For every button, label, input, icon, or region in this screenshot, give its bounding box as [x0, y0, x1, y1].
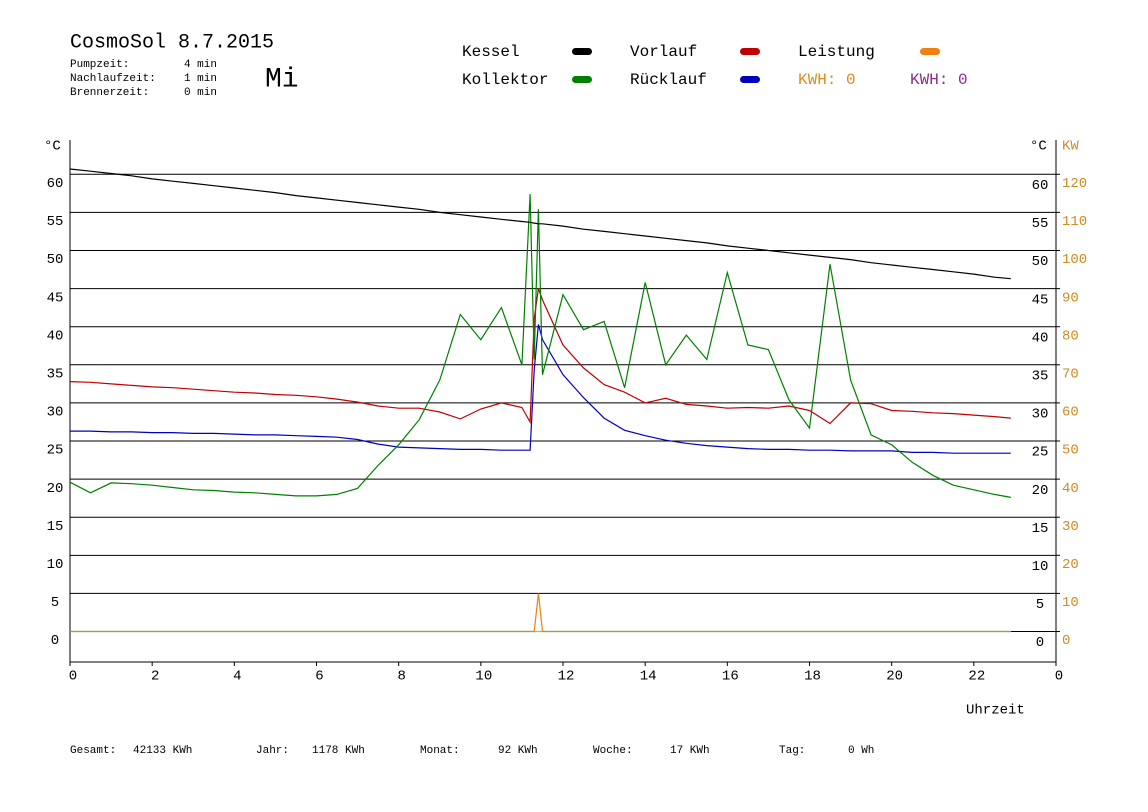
- x-tick-label: 14: [640, 669, 657, 685]
- y-tick-label: 0: [51, 633, 59, 649]
- legend-label: Vorlauf: [630, 43, 697, 61]
- x-tick-label: 0: [69, 669, 77, 685]
- x-axis-label: Uhrzeit: [966, 703, 1025, 719]
- legend-marker: [740, 48, 760, 55]
- legend-marker: [572, 48, 592, 55]
- y-tick-label: 35: [47, 367, 64, 383]
- y-tick-label-right: 25: [1032, 445, 1049, 461]
- y-tick-label: 50: [47, 252, 64, 268]
- y2-tick-label: 20: [1062, 557, 1079, 573]
- y2-tick-label: 70: [1062, 367, 1079, 383]
- y-tick-label: 20: [47, 481, 64, 497]
- y2-tick-label: 40: [1062, 481, 1079, 497]
- info-label: Brennerzeit:: [70, 87, 149, 99]
- total-value: 0 Wh: [848, 745, 874, 757]
- x-tick-label: 10: [475, 669, 492, 685]
- series-line: [69, 194, 1011, 498]
- y-tick-label-right: 10: [1032, 559, 1049, 575]
- y-tick-label-right: 5: [1036, 597, 1044, 613]
- y-tick-label: 40: [47, 328, 64, 344]
- total-label: Woche:: [593, 745, 633, 757]
- y2-tick-label: 50: [1062, 443, 1079, 459]
- y-tick-label: 25: [47, 443, 64, 459]
- legend-marker: [572, 76, 592, 83]
- kwh-label: KWH: 0: [798, 71, 856, 89]
- y-tick-label: 15: [47, 519, 64, 535]
- total-label: Tag:: [779, 745, 805, 757]
- y2-tick-label: 30: [1062, 519, 1079, 535]
- y-tick-label: 55: [47, 214, 64, 230]
- x-tick-label: 4: [233, 669, 241, 685]
- chart-title: CosmoSol 8.7.2015: [70, 31, 274, 54]
- legend-label: Kollektor: [462, 71, 548, 89]
- x-tick-label: 20: [886, 669, 903, 685]
- series-line: [69, 168, 1011, 280]
- series-line: [70, 324, 1011, 454]
- total-label: Monat:: [420, 745, 460, 757]
- y-tick-label-right: 0: [1036, 635, 1044, 651]
- y-tick-label-right: 50: [1032, 254, 1049, 270]
- legend-label: Leistung: [798, 43, 875, 61]
- y-tick-label: 10: [47, 557, 64, 573]
- y-tick-label: 60: [47, 176, 64, 192]
- x-tick-label: 16: [722, 669, 739, 685]
- y-tick-label-right: 30: [1032, 407, 1049, 423]
- y-tick-label-right: 55: [1032, 216, 1049, 232]
- y2-tick-label: 100: [1062, 252, 1087, 268]
- y2-tick-label: 80: [1062, 328, 1079, 344]
- info-value: 4 min: [184, 59, 217, 71]
- y-axis-label: °C: [44, 139, 61, 155]
- y2-tick-label: 120: [1062, 176, 1087, 192]
- legend-label: Kessel: [462, 43, 520, 61]
- weekday: Mi: [265, 64, 299, 95]
- legend-label: Rücklauf: [630, 71, 707, 89]
- y-tick-label: 45: [47, 290, 64, 306]
- y-tick-label-right: 45: [1032, 292, 1049, 308]
- y2-tick-label: 110: [1062, 214, 1087, 230]
- y-tick-label: 30: [47, 405, 64, 421]
- legend-marker: [740, 76, 760, 83]
- y-tick-label-right: 20: [1032, 483, 1049, 499]
- y2-axis-label: KW: [1062, 139, 1079, 155]
- info-label: Nachlaufzeit:: [70, 73, 156, 85]
- info-value: 1 min: [184, 73, 217, 85]
- x-tick-label: 12: [558, 669, 575, 685]
- info-value: 0 min: [184, 87, 217, 99]
- total-label: Jahr:: [256, 745, 289, 757]
- total-value: 92 KWh: [498, 745, 538, 757]
- x-tick-label: 6: [315, 669, 323, 685]
- x-tick-label: 22: [968, 669, 985, 685]
- series-line: [70, 593, 1011, 633]
- info-label: Pumpzeit:: [70, 59, 129, 71]
- y2-tick-label: 10: [1062, 595, 1079, 611]
- total-label: Gesamt:: [70, 745, 116, 757]
- x-tick-label: 8: [397, 669, 405, 685]
- y-tick-label: 5: [51, 595, 59, 611]
- total-value: 42133 KWh: [133, 745, 192, 757]
- kwh-label: KWH: 0: [910, 71, 968, 89]
- total-value: 17 KWh: [670, 745, 710, 757]
- y-tick-label-right: 60: [1032, 178, 1049, 194]
- y2-tick-label: 0: [1062, 633, 1070, 649]
- y2-unit-label: °C: [1030, 139, 1047, 155]
- total-value: 1178 KWh: [312, 745, 365, 757]
- legend-marker: [920, 48, 940, 55]
- y-tick-label-right: 35: [1032, 369, 1049, 385]
- y-tick-label-right: 15: [1032, 521, 1049, 537]
- y2-tick-label: 60: [1062, 405, 1079, 421]
- x-tick-label: 2: [151, 669, 159, 685]
- y2-tick-label: 90: [1062, 290, 1079, 306]
- x-tick-label: 18: [804, 669, 821, 685]
- y-tick-label-right: 40: [1032, 330, 1049, 346]
- x-tick-label: 0: [1055, 669, 1063, 685]
